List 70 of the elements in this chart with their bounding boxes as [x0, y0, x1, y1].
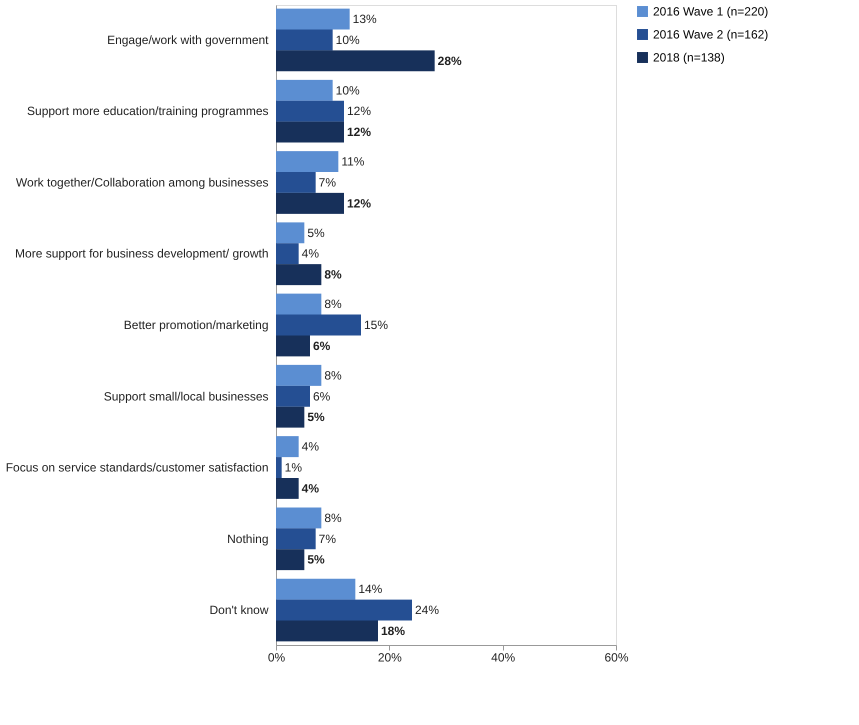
legend-label: 2016 Wave 1 (n=220) [653, 4, 768, 18]
bar [276, 457, 282, 478]
bar [276, 192, 344, 214]
bar [276, 50, 435, 72]
bar [276, 122, 344, 143]
data-label: 8% [324, 268, 342, 282]
bar [276, 436, 299, 458]
data-label: 11% [341, 154, 365, 169]
data-label: 14% [358, 582, 383, 596]
data-label: 1% [284, 460, 302, 475]
x-tick-label: 40% [491, 650, 516, 664]
y-tick-label: Nothing [227, 532, 268, 546]
data-label: 18% [381, 624, 406, 638]
y-tick-label: Support small/local businesses [104, 389, 268, 404]
bar [276, 29, 333, 50]
data-label: 5% [307, 226, 326, 240]
data-label: 4% [302, 246, 320, 261]
bar [276, 100, 344, 122]
bar [276, 264, 322, 286]
y-tick-label: Focus on service standards/customer satisfaction [6, 460, 268, 475]
bar [276, 151, 338, 172]
data-label: 5% [307, 410, 326, 424]
data-label: 8% [324, 368, 342, 382]
bar [276, 314, 361, 336]
bar [276, 222, 304, 244]
bar [276, 8, 350, 30]
data-label: 5% [307, 552, 326, 567]
data-label: 10% [336, 32, 360, 47]
bar [276, 243, 299, 264]
bar [276, 620, 378, 642]
data-label: 8% [324, 510, 342, 525]
data-label: 7% [318, 175, 336, 190]
data-label: 12% [347, 125, 372, 140]
bar [276, 507, 322, 528]
bar [276, 578, 356, 600]
bar [276, 80, 333, 101]
bar [276, 294, 322, 315]
y-tick-label: Engage/work with government [107, 32, 270, 47]
legend-label: 2018 (n=138) [653, 50, 725, 64]
data-label: 12% [347, 196, 372, 210]
y-tick-label: More support for business development/ growth [15, 246, 268, 261]
data-label: 10% [336, 83, 360, 98]
y-tick-label: Support more education/training programmes [27, 104, 268, 118]
x-tick-label: 60% [604, 650, 629, 664]
bar [276, 478, 299, 499]
x-tick-label: 0% [268, 650, 286, 664]
data-label: 4% [302, 440, 320, 454]
bar [276, 406, 304, 428]
bar [276, 386, 310, 407]
data-label: 15% [364, 318, 388, 332]
y-tick-label: Don't know [210, 603, 269, 618]
bar [276, 600, 412, 621]
bar [276, 172, 316, 193]
y-tick-label: Better promotion/marketing [124, 318, 268, 332]
bar [276, 549, 304, 570]
x-tick-label: 20% [378, 650, 402, 664]
data-label: 4% [302, 481, 320, 496]
data-label: 7% [318, 532, 336, 546]
data-label: 6% [313, 338, 331, 353]
data-label: 6% [313, 389, 331, 404]
bar [276, 528, 316, 550]
data-label: 28% [438, 54, 462, 68]
data-label: 24% [415, 603, 440, 618]
bar [276, 364, 322, 386]
data-label: 12% [347, 104, 372, 118]
bar [276, 335, 310, 356]
data-label: 8% [324, 297, 342, 312]
legend-label: 2016 Wave 2 (n=162) [653, 28, 768, 42]
data-label: 13% [352, 12, 378, 26]
y-tick-label: Work together/Collaboration among businesses [16, 175, 268, 190]
